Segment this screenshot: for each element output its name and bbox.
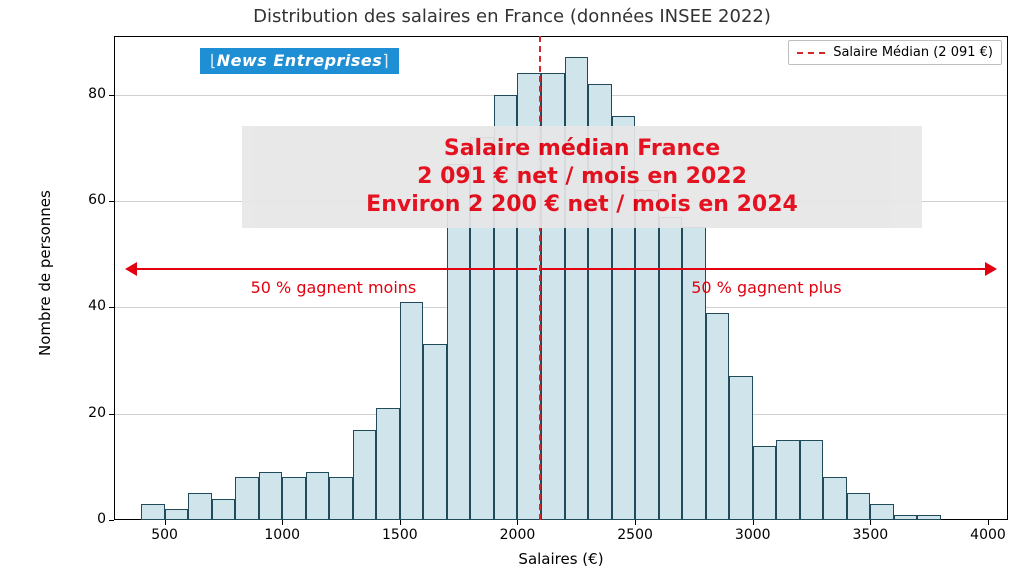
x-tick-label: 2000 bbox=[487, 527, 547, 543]
x-tick bbox=[282, 520, 283, 525]
histogram-bar bbox=[917, 515, 941, 520]
y-tick bbox=[109, 201, 114, 202]
histogram-bar bbox=[400, 302, 424, 520]
y-tick-label: 80 bbox=[58, 86, 106, 102]
histogram-bar bbox=[729, 376, 753, 520]
median-line bbox=[539, 36, 541, 520]
x-tick bbox=[988, 520, 989, 525]
x-tick-label: 500 bbox=[135, 527, 195, 543]
x-tick-label: 2500 bbox=[605, 527, 665, 543]
right-half-label: 50 % gagnent plus bbox=[636, 278, 896, 297]
legend-label: Salaire Médian (2 091 €) bbox=[833, 45, 993, 60]
y-tick bbox=[109, 307, 114, 308]
source-logo: ⌊News Entreprises⌉ bbox=[200, 48, 399, 74]
arrowhead-icon bbox=[985, 262, 997, 276]
histogram-bar bbox=[188, 493, 212, 520]
left-half-label: 50 % gagnent moins bbox=[203, 278, 463, 297]
histogram-bar bbox=[894, 515, 918, 520]
histogram-bar bbox=[329, 477, 353, 520]
histogram-bar bbox=[212, 499, 236, 520]
x-tick-label: 1500 bbox=[370, 527, 430, 543]
histogram-bar bbox=[870, 504, 894, 520]
histogram-bar bbox=[235, 477, 259, 520]
y-tick-label: 20 bbox=[58, 405, 106, 421]
histogram-bar bbox=[847, 493, 871, 520]
y-tick bbox=[109, 95, 114, 96]
y-tick bbox=[109, 414, 114, 415]
split-arrow-line bbox=[541, 268, 985, 270]
overlay-line-1: Salaire médian France bbox=[444, 135, 720, 163]
legend: Salaire Médian (2 091 €) bbox=[788, 40, 1002, 65]
split-arrow-line bbox=[137, 268, 537, 270]
x-tick bbox=[870, 520, 871, 525]
histogram-bar bbox=[306, 472, 330, 520]
histogram-bar bbox=[659, 217, 683, 520]
histogram-bar bbox=[282, 477, 306, 520]
histogram-bar bbox=[141, 504, 165, 520]
y-tick-label: 0 bbox=[58, 511, 106, 527]
y-tick bbox=[109, 520, 114, 521]
histogram-bar bbox=[682, 227, 706, 520]
overlay-line-2: 2 091 € net / mois en 2022 bbox=[417, 163, 747, 191]
x-tick bbox=[165, 520, 166, 525]
x-axis-label: Salaires (€) bbox=[114, 550, 1008, 568]
x-tick-label: 4000 bbox=[958, 527, 1018, 543]
x-tick bbox=[517, 520, 518, 525]
histogram-bar bbox=[753, 446, 777, 520]
chart-title: Distribution des salaires en France (don… bbox=[0, 6, 1024, 27]
overlay-line-3: Environ 2 200 € net / mois en 2024 bbox=[366, 191, 798, 219]
histogram-bar bbox=[423, 344, 447, 520]
x-tick bbox=[635, 520, 636, 525]
x-tick bbox=[753, 520, 754, 525]
x-tick-label: 1000 bbox=[252, 527, 312, 543]
histogram-bar bbox=[165, 509, 189, 520]
histogram-bar bbox=[353, 430, 377, 520]
histogram-bar bbox=[259, 472, 283, 520]
info-overlay: Salaire médian France 2 091 € net / mois… bbox=[242, 126, 922, 228]
histogram-bar bbox=[376, 408, 400, 520]
histogram-bar bbox=[635, 190, 659, 520]
x-tick-label: 3000 bbox=[723, 527, 783, 543]
arrowhead-icon bbox=[125, 262, 137, 276]
histogram-bar bbox=[776, 440, 800, 520]
y-tick-label: 60 bbox=[58, 192, 106, 208]
x-tick-label: 3500 bbox=[840, 527, 900, 543]
legend-line-icon bbox=[797, 52, 825, 54]
logo-text: News Entreprises bbox=[217, 51, 383, 70]
histogram-bar bbox=[800, 440, 824, 520]
x-tick bbox=[400, 520, 401, 525]
y-axis-label: Nombre de personnes bbox=[36, 191, 54, 357]
histogram-bar bbox=[706, 313, 730, 520]
y-tick-label: 40 bbox=[58, 298, 106, 314]
histogram-bar bbox=[823, 477, 847, 520]
